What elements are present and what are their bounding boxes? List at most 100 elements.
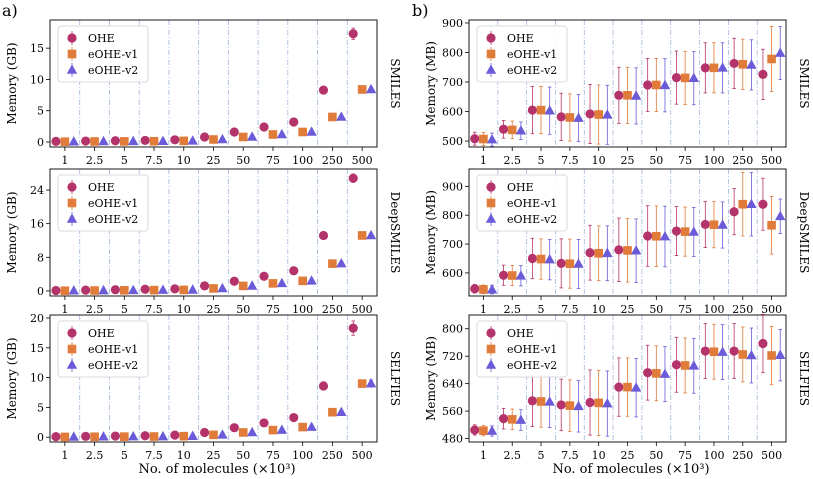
x-tick-label: 7.5 [561,303,579,316]
x-tick-label: 5 [538,154,545,167]
data-point [565,259,575,268]
x-tick-label: 5 [121,303,128,316]
x-tick-label: 2.5 [86,449,104,462]
data-point [585,109,595,119]
data-point [594,398,603,408]
data-point [688,360,699,370]
legend-marker [486,344,496,354]
data-point [51,285,61,296]
data-point [140,284,150,294]
y-tick-label: 700 [442,238,463,251]
legend-label: eOHE-v1 [507,197,557,210]
data-point [289,117,299,127]
data-point [573,112,584,122]
x-tick-label: 5 [121,449,128,462]
series-ohe [51,27,358,146]
data-point [306,275,317,285]
y-axis-label: Memory (GB) [5,42,19,124]
data-point [149,432,159,441]
y-axis-label: Memory (MB) [424,41,438,126]
y-tick-label: 600 [442,267,463,280]
data-point [729,207,739,217]
data-point [276,277,288,288]
data-point [51,432,61,442]
data-point [556,400,566,410]
y-tick-label: 5 [37,401,44,414]
data-point [68,285,79,295]
y-tick-label: 500 [442,135,463,148]
chart-a-deepsmiles: 0 8 16 24 1 2.5 5 7.5 10 25 50 75 100 250 500 Memory (G… [5,168,402,316]
y-tick-label: 15 [30,42,44,55]
data-point [680,361,690,370]
legend-label: OHE [88,181,115,194]
x-tick-label: 250 [322,449,343,462]
data-point [652,231,661,241]
data-point [357,231,367,240]
legend-label: eOHE-v1 [88,197,138,210]
data-point [187,135,198,145]
data-point [729,346,739,356]
y-tick-label: 800 [442,209,463,222]
data-point [709,220,719,230]
series-eohe-v2 [68,229,377,295]
x-tick-label: 1 [480,303,487,316]
data-point [602,247,613,258]
series-eohe-v1 [479,172,776,295]
data-point [209,284,218,293]
series-eohe-v1 [479,323,776,437]
data-point [652,369,661,378]
data-point [268,425,278,435]
data-point [259,271,269,281]
data-point [746,198,757,209]
data-point [90,286,99,295]
data-point [209,430,218,440]
y-tick-label: 10 [30,372,44,385]
x-tick-label: 7.5 [561,154,579,167]
y-tick-label: 10 [30,73,44,86]
data-point [217,133,228,144]
row-label: SMILES [388,58,402,108]
data-point [630,90,642,100]
data-point [60,286,70,296]
data-point [318,381,329,391]
legend-label: OHE [88,32,115,45]
data-point [767,220,776,230]
data-point [110,431,120,441]
y-tick-label: 800 [442,323,463,336]
x-tick-label: 7.5 [561,449,579,462]
data-point [738,350,748,359]
x-tick-label: 250 [732,154,753,167]
legend-marker [66,64,78,74]
data-point [498,270,509,280]
data-point [60,137,70,146]
data-point [179,136,189,146]
x-tick-label: 100 [292,449,313,462]
row-label: SMILES [797,58,811,108]
data-point [507,125,517,135]
y-tick-label: 700 [442,76,463,89]
data-point [507,415,517,424]
data-point [479,285,488,294]
data-point [630,245,642,255]
y-axis-label: Memory (GB) [5,337,19,419]
data-point [470,284,480,294]
data-point [614,90,624,100]
data-point [276,424,288,434]
data-point [544,105,555,115]
data-point [565,113,575,122]
data-point [585,397,595,408]
data-point [717,62,728,72]
data-point [357,85,367,94]
data-point [544,254,555,264]
data-point [187,284,198,294]
x-tick-label: 10 [177,303,191,316]
row-label: DeepSMILES [388,192,402,274]
series-ohe [51,320,358,442]
data-point [515,270,527,280]
legend-label: eOHE-v2 [88,359,138,372]
row-label: SELFIES [797,351,811,406]
data-point [527,396,538,406]
legend-box [476,320,568,378]
